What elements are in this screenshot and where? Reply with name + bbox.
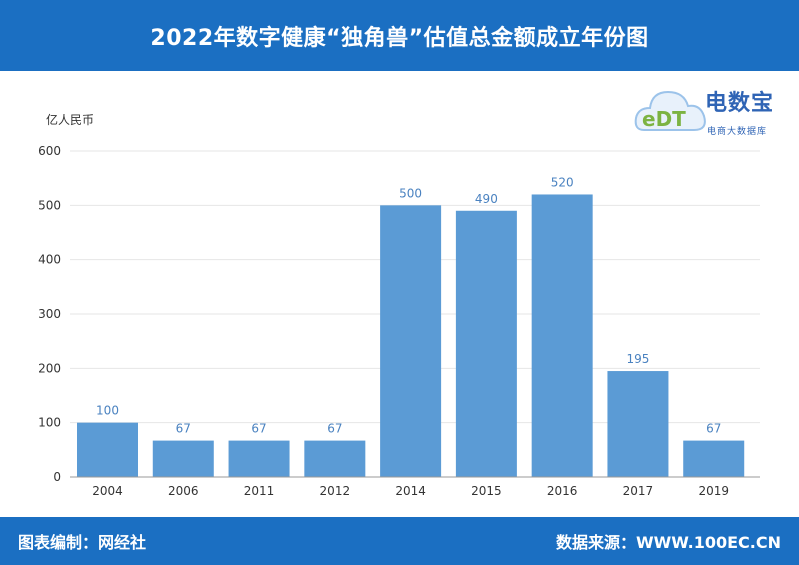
data-label-2011: 67 [251, 422, 266, 436]
x-tick-label-2017: 2017 [623, 484, 654, 498]
y-tick-label: 0 [53, 470, 61, 484]
chart-title: 2022年数字健康“独角兽”估值总金额成立年份图 [150, 25, 649, 51]
bars [77, 194, 745, 478]
footer-bar: 图表编制：网经社 数据来源：WWW.100EC.CN [0, 517, 799, 565]
bar-2012 [304, 440, 366, 477]
cloud-logo-icon: eDT [634, 90, 706, 131]
data-label-2012: 67 [327, 422, 342, 436]
x-tick-label-2016: 2016 [547, 484, 578, 498]
bar-2014 [380, 205, 442, 478]
y-tick-label: 500 [38, 198, 61, 212]
x-tick-label-2011: 2011 [244, 484, 275, 498]
data-label-2004: 100 [96, 404, 119, 418]
data-label-2014: 500 [399, 186, 422, 200]
data-labels: 100 67 67 67 500 490 520 195 67 [96, 175, 721, 435]
y-axis-label: 亿人民币 [46, 112, 94, 127]
data-label-2016: 520 [551, 175, 574, 189]
bar-2004 [77, 422, 138, 477]
x-tick-label-2012: 2012 [320, 484, 351, 498]
y-tick-label: 300 [38, 307, 61, 321]
bar-2011 [228, 440, 290, 477]
bar-2016 [531, 194, 593, 477]
x-tick-label-2004: 2004 [92, 484, 123, 498]
x-tick-label-2019: 2019 [698, 484, 729, 498]
y-tick-label: 400 [38, 253, 61, 267]
y-tick-label: 600 [38, 144, 61, 158]
bar-2017 [607, 371, 669, 477]
data-label-2017: 195 [626, 352, 649, 366]
bar-2019 [683, 440, 745, 477]
x-tick-label-2006: 2006 [168, 484, 199, 498]
data-label-2006: 67 [176, 422, 191, 436]
x-tick-label-2014: 2014 [395, 484, 426, 498]
data-label-2015: 490 [475, 192, 498, 206]
x-tick-labels: 2004 2006 2011 2012 2014 2015 2016 2017 2019 [92, 484, 729, 498]
logo-badge: eDT [642, 107, 686, 131]
bar-2006 [152, 440, 214, 477]
bar-2015 [455, 210, 517, 477]
footer-source: 数据来源：WWW.100EC.CN [555, 533, 781, 552]
logo-subtitle: 电商大数据库 [707, 127, 768, 137]
y-tick-label: 100 [38, 416, 61, 430]
y-tick-labels: 0 100 200 300 400 500 600 [38, 144, 61, 484]
data-label-2019: 67 [706, 422, 721, 436]
footer-credit: 图表编制：网经社 [18, 533, 147, 552]
y-tick-label: 200 [38, 361, 61, 375]
x-tick-label-2015: 2015 [471, 484, 502, 498]
logo-name: 电数宝 [705, 91, 775, 116]
header-bar: 2022年数字健康“独角兽”估值总金额成立年份图 [0, 0, 799, 71]
